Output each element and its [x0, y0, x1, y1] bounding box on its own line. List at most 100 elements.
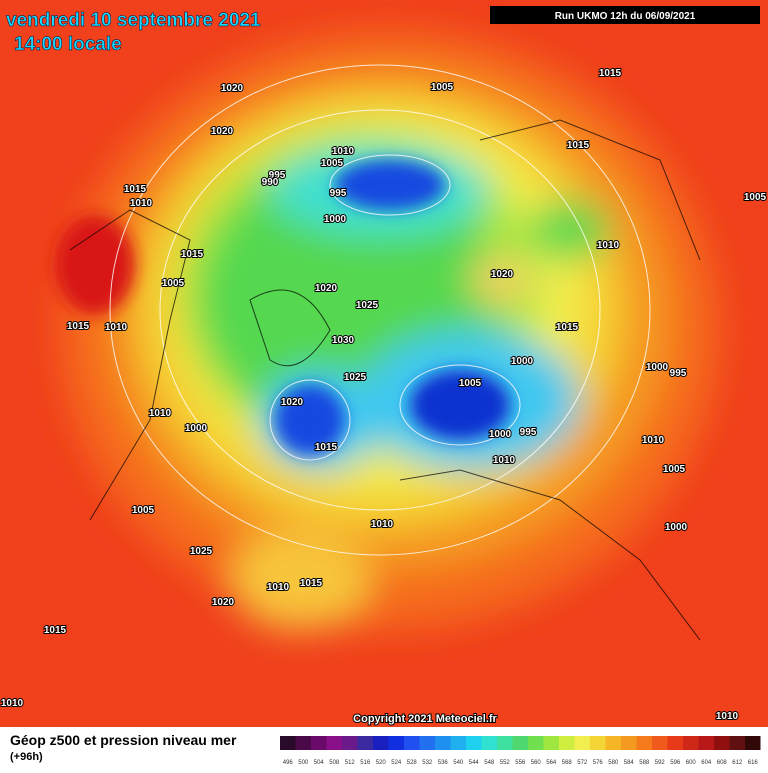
- isobar-labels: 1020 100510151020101010059959909951015101…: [0, 67, 768, 723]
- scale-swatch: [667, 736, 683, 750]
- isobar-label: 1005: [459, 378, 482, 389]
- isobar-label: 1015: [44, 625, 67, 636]
- scale-swatch: [621, 736, 637, 750]
- scale-swatch: [512, 736, 528, 750]
- field: [0, 0, 768, 727]
- date-label: vendredi 10 septembre 2021: [6, 10, 261, 31]
- isobar-label: 1000: [646, 362, 669, 373]
- scale-swatch: [435, 736, 451, 750]
- scale-swatch: [729, 736, 745, 750]
- scale-label: 532: [422, 760, 433, 766]
- scale-label: 580: [608, 760, 619, 766]
- isobar-label: 1005: [321, 158, 344, 169]
- isobar-label: 1015: [181, 249, 204, 260]
- isobar-label: 1010: [642, 435, 665, 446]
- scale-swatch: [311, 736, 327, 750]
- scale-label: 500: [298, 760, 309, 766]
- scale-label: 572: [577, 760, 588, 766]
- isobar-label: 1010: [1, 698, 24, 709]
- isobar-label: 1015: [124, 184, 147, 195]
- isobar-label: 1000: [324, 214, 347, 225]
- scale-swatch: [636, 736, 652, 750]
- scale-label: 544: [469, 760, 480, 766]
- scale-label: 596: [670, 760, 681, 766]
- isobar-label: 1020: [315, 283, 338, 294]
- isobar-label: 1010: [716, 711, 739, 722]
- scale-label: 584: [624, 760, 635, 766]
- isobar-label: 1020: [491, 269, 514, 280]
- scale-label: 556: [515, 760, 526, 766]
- scale-swatch: [698, 736, 714, 750]
- legend-title: Géop z500 et pression niveau mer: [10, 732, 237, 748]
- scale-swatch: [481, 736, 497, 750]
- scale-swatch: [683, 736, 699, 750]
- scale-swatch: [357, 736, 373, 750]
- scale-swatch: [373, 736, 389, 750]
- isobar-label: 995: [520, 427, 537, 438]
- copyright: Copyright 2021 Meteociel.fr: [353, 713, 497, 725]
- scale-label: 528: [407, 760, 418, 766]
- scale-label: 496: [283, 760, 294, 766]
- scale-swatch: [450, 736, 466, 750]
- isobar-label: 1000: [185, 423, 208, 434]
- isobar-label: 1015: [567, 140, 590, 151]
- run-box: [490, 6, 760, 24]
- isobar-label: 1025: [344, 372, 367, 383]
- isobar-label: 1010: [267, 582, 290, 593]
- scale-label: 548: [484, 760, 495, 766]
- isobar-label: 995: [330, 188, 347, 199]
- isobar-label: 1000: [665, 522, 688, 533]
- isobar-label: 1025: [356, 300, 379, 311]
- run-label: Run UKMO 12h du 06/09/2021: [555, 11, 696, 22]
- scale-label: 512: [345, 760, 356, 766]
- scale-swatch: [559, 736, 575, 750]
- scale-swatch: [652, 736, 668, 750]
- scale-swatch: [714, 736, 730, 750]
- scale-label: 560: [531, 760, 542, 766]
- isobar-label: 1020: [211, 126, 234, 137]
- scale-swatch: [295, 736, 311, 750]
- isobar-label: 1005: [663, 464, 686, 475]
- scale-swatch: [419, 736, 435, 750]
- scale-swatch: [280, 736, 296, 750]
- isobar-label: 995: [269, 170, 286, 181]
- isobar-label: 1015: [599, 68, 622, 79]
- scale-swatch: [404, 736, 420, 750]
- isobar-label: 1030: [332, 335, 355, 346]
- scale-swatch: [745, 736, 761, 750]
- scale-label: 564: [546, 760, 557, 766]
- scale-label: 540: [453, 760, 464, 766]
- isobar-label: 1015: [67, 321, 90, 332]
- scale-swatch: [326, 736, 342, 750]
- isobar-label: 1010: [105, 322, 128, 333]
- scale-label: 612: [732, 760, 743, 766]
- scale-label: 552: [500, 760, 511, 766]
- isobar-label: 1010: [130, 198, 153, 209]
- scale-swatch: [342, 736, 358, 750]
- scale-label: 576: [593, 760, 604, 766]
- scale-swatch: [388, 736, 404, 750]
- scale-label: 508: [329, 760, 340, 766]
- color-scale: 496 500 504 508 512 516 520 524 528 532 536 540 544 5…: [280, 736, 761, 766]
- isobar-label: 1005: [162, 278, 185, 289]
- isobar-label: 1020: [281, 397, 304, 408]
- isobar-label: 1000: [489, 429, 512, 440]
- scale-label: 616: [748, 760, 759, 766]
- isobar-label: 1010: [597, 240, 620, 251]
- isobar-label: 1020: [212, 597, 235, 608]
- scale-swatch: [574, 736, 590, 750]
- scale-label: 592: [655, 760, 666, 766]
- scale-label: 588: [639, 760, 650, 766]
- scale-swatch: [497, 736, 513, 750]
- scale-label: 608: [717, 760, 728, 766]
- scale-swatch: [466, 736, 482, 750]
- isobar-label: 1005: [744, 192, 767, 203]
- isobar-label: 1015: [315, 442, 338, 453]
- isobar-label: 1015: [300, 578, 323, 589]
- isobar-label: 1010: [493, 455, 516, 466]
- scale-swatch: [543, 736, 559, 750]
- time-label: 14:00 locale: [14, 34, 122, 55]
- isobar-label: 1010: [149, 408, 172, 419]
- scale-label: 520: [376, 760, 387, 766]
